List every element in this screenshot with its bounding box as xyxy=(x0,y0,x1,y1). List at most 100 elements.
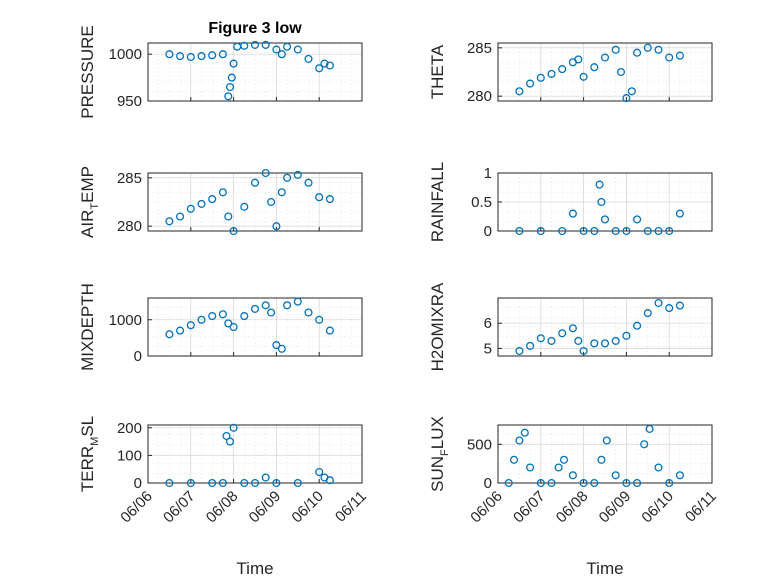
data-point xyxy=(176,326,185,335)
data-point xyxy=(250,40,260,49)
data-point xyxy=(208,312,217,321)
data-point xyxy=(600,215,610,224)
y-tick-label: 0 xyxy=(134,475,142,492)
x-tick-label: 06/10 xyxy=(638,488,677,527)
data-point xyxy=(304,54,313,63)
data-point xyxy=(261,168,270,178)
data-point xyxy=(633,321,642,330)
data-point xyxy=(229,226,238,236)
data-point xyxy=(240,202,249,211)
data-point xyxy=(595,180,604,189)
data-point xyxy=(222,431,231,441)
data-point xyxy=(165,217,174,226)
data-point xyxy=(536,226,545,236)
axes-frame xyxy=(497,42,713,102)
axes-frame xyxy=(497,424,713,484)
data-point xyxy=(283,42,292,51)
y-tick-label: 285 xyxy=(467,40,492,57)
data-point xyxy=(665,304,674,313)
x-tick-label: 06/06 xyxy=(117,488,156,527)
axes-frame xyxy=(147,172,363,232)
data-point xyxy=(224,212,233,221)
data-point xyxy=(536,334,545,343)
data-point xyxy=(665,478,674,488)
data-point xyxy=(320,59,329,68)
subplot-sun-flux: 0 500 SUNFLUX 06/06 06/07 06/08 06/09 06/10 06/1… xyxy=(428,416,720,578)
data-point xyxy=(579,478,588,488)
y-tick-label: 0 xyxy=(134,348,142,365)
data-point xyxy=(590,339,599,348)
data-point xyxy=(654,463,663,472)
y-axis-label: PRESSURE xyxy=(78,25,97,119)
data-point xyxy=(597,455,606,464)
data-point xyxy=(304,308,313,317)
y-tick-label: 100 xyxy=(117,447,142,464)
x-axis-label: Time xyxy=(236,559,273,578)
data-point xyxy=(675,51,684,60)
data-point xyxy=(526,79,535,88)
data-point xyxy=(225,82,235,92)
data-point xyxy=(165,478,174,488)
data-point xyxy=(325,476,334,485)
data-point xyxy=(315,64,324,73)
y-tick-label: 280 xyxy=(467,88,492,105)
y-tick-label: 285 xyxy=(117,170,142,187)
data-point xyxy=(600,53,610,62)
data-point xyxy=(645,424,654,433)
data-point xyxy=(218,50,227,59)
data-point xyxy=(665,53,674,62)
x-tick-label: 06/11 xyxy=(682,488,720,526)
y-axis-label: AIRTEMP xyxy=(78,166,101,238)
chart-title: Figure 3 low xyxy=(208,20,302,37)
x-axis-label: Time xyxy=(586,559,623,578)
data-point xyxy=(218,478,227,488)
data-point xyxy=(547,478,556,488)
data-point xyxy=(277,344,286,353)
data-point xyxy=(261,473,270,482)
data-point xyxy=(536,73,545,82)
x-tick-label: 06/08 xyxy=(203,488,242,527)
data-point xyxy=(197,315,206,324)
data-point xyxy=(526,341,535,350)
axes-frame xyxy=(147,42,363,102)
y-axis-label: H2OMIXRA xyxy=(428,282,447,371)
data-point xyxy=(675,301,684,310)
data-point xyxy=(229,322,238,332)
data-point xyxy=(186,478,195,488)
data-point xyxy=(654,226,663,236)
subplot-pressure: 950 1000 PRESSURE Figure 3 low xyxy=(78,20,363,119)
data-point xyxy=(568,209,577,218)
data-point xyxy=(536,478,545,488)
data-point xyxy=(218,310,227,319)
data-point xyxy=(515,346,524,356)
data-point xyxy=(611,336,620,345)
data-point xyxy=(627,87,636,96)
data-point xyxy=(574,336,583,345)
data-point xyxy=(272,478,281,488)
data-point xyxy=(675,209,684,218)
data-point xyxy=(665,226,674,236)
data-point xyxy=(208,51,217,60)
data-point xyxy=(250,478,260,488)
data-point xyxy=(515,226,524,236)
x-tick-label: 06/09 xyxy=(246,488,285,527)
data-point xyxy=(600,339,610,348)
y-axis-label: THETA xyxy=(428,44,447,99)
data-point xyxy=(568,471,577,480)
x-tick-label: 06/07 xyxy=(160,488,199,527)
y-tick-label: 0 xyxy=(484,223,492,240)
data-point xyxy=(325,61,334,70)
data-point xyxy=(229,59,238,68)
data-point xyxy=(304,178,313,187)
data-point xyxy=(208,195,217,204)
y-axis-label: RAINFALL xyxy=(428,162,447,242)
data-point xyxy=(558,226,567,236)
data-point xyxy=(547,336,556,345)
data-point xyxy=(622,94,631,103)
data-point xyxy=(643,43,652,52)
data-point xyxy=(267,308,276,317)
data-point xyxy=(654,45,663,54)
data-point xyxy=(579,226,588,236)
subplot-air-temp: 280 285 AIRTEMP xyxy=(78,166,363,238)
